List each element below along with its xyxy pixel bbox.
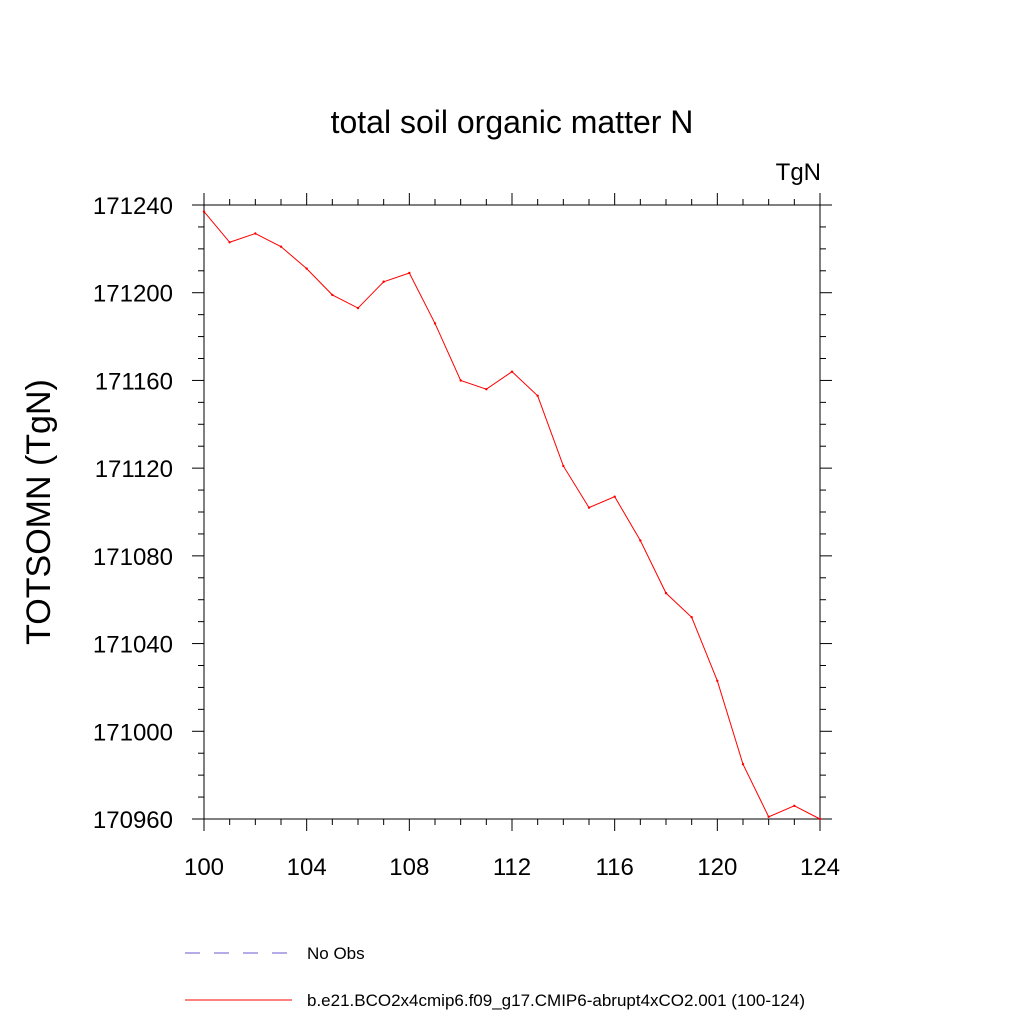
data-point (254, 232, 257, 235)
series-line (203, 211, 821, 820)
y-tick-label: 171240 (93, 193, 173, 220)
data-point (228, 241, 231, 244)
data-point (587, 506, 591, 509)
y-tick-label: 171080 (93, 544, 173, 571)
plot-frame (203, 204, 821, 820)
data-point (536, 394, 539, 397)
data-point (639, 539, 642, 542)
x-tick-labels: 100 104 108 112 116 120 124 (184, 854, 840, 881)
data-point (485, 388, 488, 391)
axis-ticks (192, 193, 832, 831)
data-point (433, 322, 437, 325)
y-axis-label: TOTSOMN (TgN) (20, 379, 58, 645)
legend-label-model-run: b.e21.BCO2x4cmip6.f09_g17.CMIP6-abrupt4x… (307, 991, 805, 1010)
data-point (613, 495, 616, 498)
y-tick-label: 171120 (95, 456, 173, 483)
data-point (716, 679, 719, 683)
chart-title: total soil organic matter N (331, 104, 694, 140)
data-point (356, 306, 360, 310)
y-tick-label: 170960 (93, 807, 173, 834)
data-point (664, 591, 668, 595)
x-tick-label: 124 (800, 854, 840, 881)
y-tick-label: 171160 (95, 368, 173, 395)
y-tick-label: 171200 (93, 281, 173, 308)
legend: No Obs b.e21.BCO2x4cmip6.f09_g17.CMIP6-a… (185, 944, 805, 1010)
data-point (741, 762, 745, 766)
data-point (690, 616, 693, 619)
data-point (459, 379, 462, 382)
data-point (331, 293, 334, 297)
x-tick-label: 116 (596, 854, 634, 881)
data-point (818, 817, 822, 821)
x-tick-label: 100 (184, 854, 224, 881)
data-point (510, 370, 514, 373)
x-tick-label: 120 (697, 854, 737, 881)
units-label: TgN (776, 159, 821, 186)
data-point (562, 464, 565, 468)
y-tick-labels: 170960 171000 171040 171080 171120 171160 1712… (93, 193, 173, 834)
series-group (202, 210, 822, 821)
y-tick-label: 171040 (93, 632, 173, 659)
data-point (202, 210, 206, 213)
data-point (305, 267, 308, 270)
legend-label-no-obs: No Obs (307, 944, 365, 963)
x-tick-label: 104 (287, 854, 327, 881)
data-point (408, 271, 411, 275)
data-point (382, 280, 385, 283)
y-tick-label: 171000 (93, 719, 173, 746)
x-tick-label: 108 (389, 854, 429, 881)
data-point (279, 245, 283, 248)
data-point (767, 815, 770, 819)
data-point (793, 804, 796, 808)
x-tick-label: 112 (493, 854, 531, 881)
